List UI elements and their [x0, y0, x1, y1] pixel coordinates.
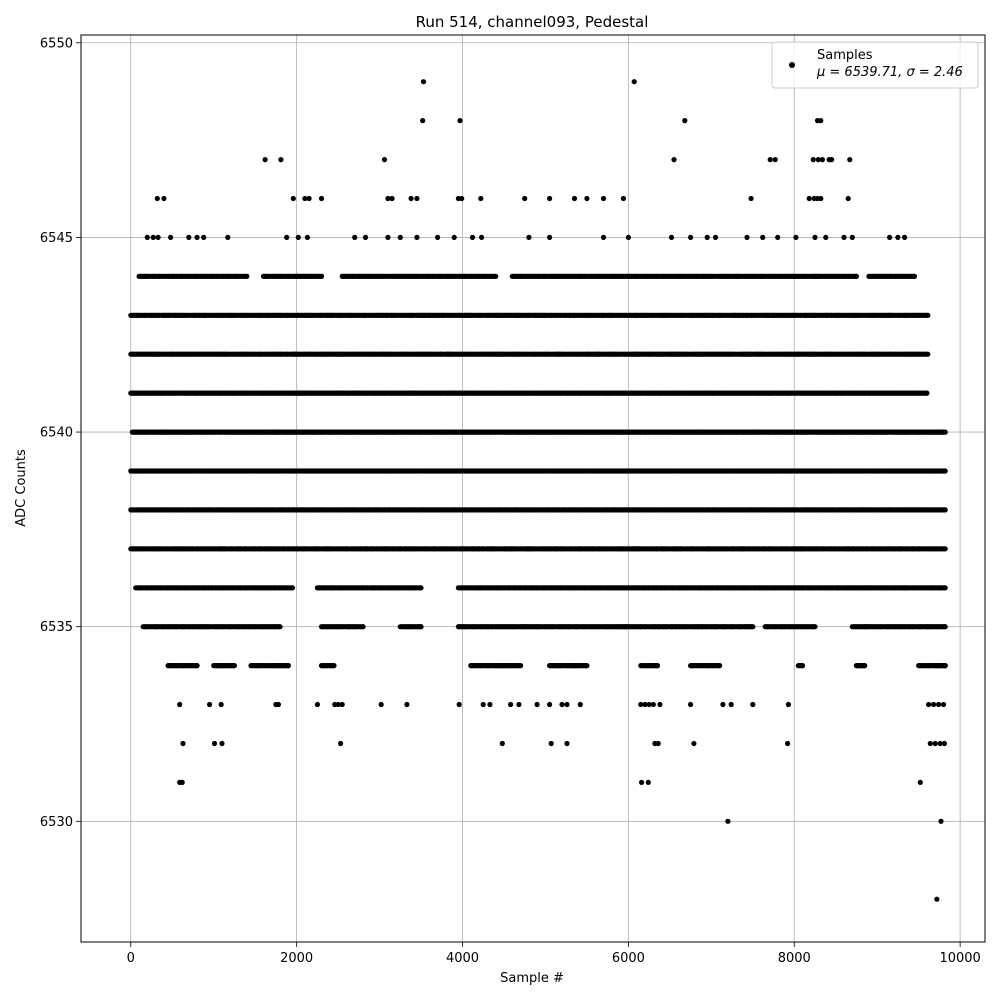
data-point	[942, 546, 948, 552]
data-point	[942, 507, 948, 513]
chart-title: Run 514, channel093, Pedestal	[416, 13, 649, 31]
data-points	[128, 79, 948, 902]
data-point	[942, 429, 948, 435]
data-point	[925, 351, 931, 357]
data-point	[942, 468, 948, 474]
data-point	[924, 390, 930, 396]
grid-lines	[81, 35, 985, 942]
